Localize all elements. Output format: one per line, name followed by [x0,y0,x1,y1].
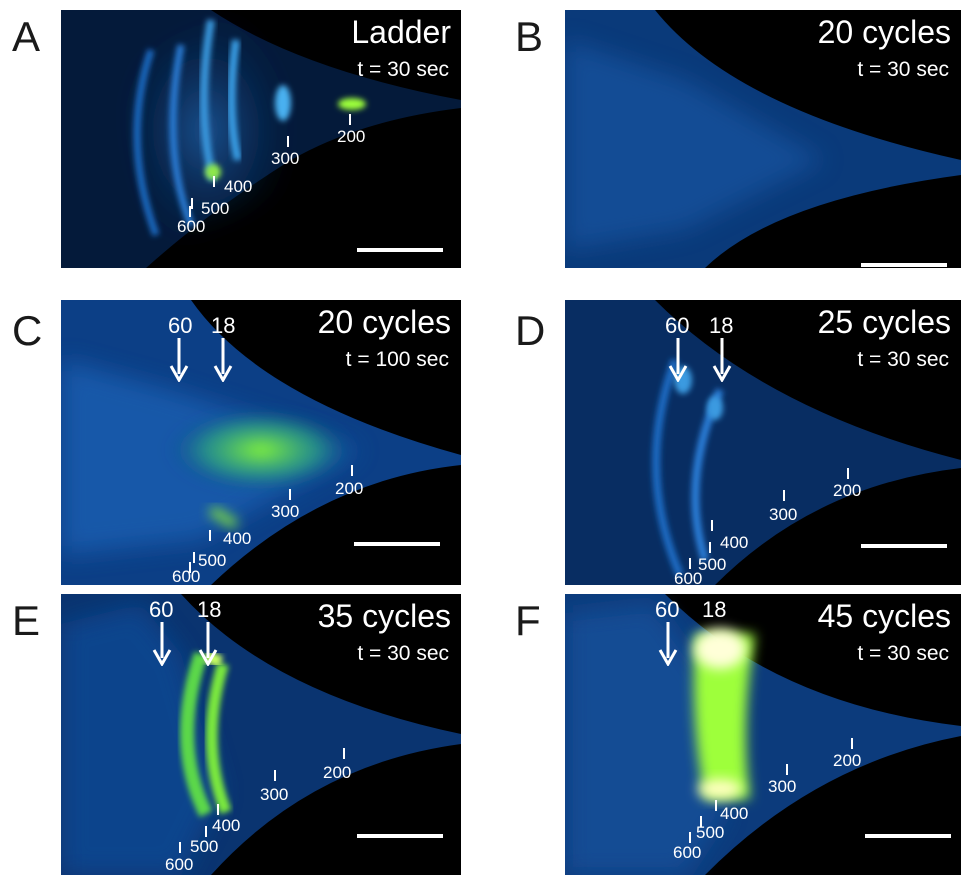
panel-b-time: t = 30 sec [857,58,949,81]
size-marker-400: 400 [212,816,241,835]
scale-bar [865,834,951,838]
down-arrow-icon [198,622,218,666]
size-marker-400: 400 [223,529,252,548]
panel-a-image: Ladder t = 30 sec 200 300 400 500 600 [61,10,461,268]
panel-d-letter: D [515,307,546,354]
scale-bar [357,248,443,252]
size-marker-300: 300 [260,785,289,804]
size-marker-500: 500 [698,555,727,574]
size-marker-300: 300 [769,505,798,524]
arrow-label-60: 60 [655,597,680,622]
scale-bar [357,834,443,838]
panel-f-image: 45 cycles t = 30 sec 60 18 200 300 400 5… [565,594,961,875]
size-marker-600: 600 [177,217,206,236]
arrow-label-18: 18 [709,313,734,338]
down-arrow-icon [658,622,678,666]
scale-bar [354,542,440,546]
panel-d-title: 25 cycles [817,304,951,340]
arrow-label-60: 60 [149,597,174,622]
panel-b-image: 20 cycles t = 30 sec [565,10,961,268]
size-marker-200: 200 [833,481,862,500]
down-arrow-icon [712,338,732,382]
down-arrow-icon [152,622,172,666]
size-marker-200: 200 [833,751,862,770]
size-marker-300: 300 [271,149,300,168]
size-marker-500: 500 [201,199,230,218]
panel-b-letter: B [515,13,544,60]
panel-d-gel-graphic [565,300,961,585]
panel-c-title: 20 cycles [317,304,451,340]
down-arrow-icon [668,338,688,382]
panel-a-time: t = 30 sec [357,58,449,81]
panel-c-image: 20 cycles t = 100 sec 60 18 200 300 400 … [61,300,461,585]
panel-a-title: Ladder [351,14,451,50]
panel-c-gel-graphic [61,300,461,585]
down-arrow-icon [213,338,233,382]
arrow-label-18: 18 [197,597,222,622]
size-marker-600: 600 [673,843,702,862]
size-marker-400: 400 [720,804,749,823]
size-marker-200: 200 [323,763,352,782]
size-marker-400: 400 [224,177,253,196]
size-marker-200: 200 [337,127,366,146]
panel-f-time: t = 30 sec [857,642,949,665]
panel-b-title: 20 cycles [817,14,951,50]
panel-f-letter: F [515,597,541,644]
panel-f-title: 45 cycles [817,598,951,634]
scale-bar [861,263,947,267]
size-marker-600: 600 [674,569,703,585]
panel-e-title: 35 cycles [317,598,451,634]
arrow-label-18: 18 [211,313,236,338]
size-marker-300: 300 [768,777,797,796]
panel-f-gel-graphic [565,594,961,875]
panel-c-letter: C [12,307,43,354]
size-marker-600: 600 [172,567,201,585]
down-arrow-icon [169,338,189,382]
size-marker-500: 500 [198,551,227,570]
panel-e-gel-graphic [61,594,461,875]
panel-a-gel-graphic [61,10,461,268]
arrow-label-18: 18 [702,597,727,622]
scale-bar [861,544,947,548]
panel-a-letter: A [12,13,41,60]
arrow-label-60: 60 [168,313,193,338]
size-marker-600: 600 [165,855,194,874]
panel-d-image: 25 cycles t = 30 sec 60 18 200 300 400 5… [565,300,961,585]
size-marker-300: 300 [271,502,300,521]
arrow-label-60: 60 [665,313,690,338]
panel-e-time: t = 30 sec [357,642,449,665]
panel-e-image: 35 cycles t = 30 sec 60 18 200 300 400 5… [61,594,461,875]
panel-d-time: t = 30 sec [857,348,949,371]
panel-e-letter: E [12,597,41,644]
size-marker-400: 400 [720,533,749,552]
panel-b-gel-graphic [565,10,961,268]
size-marker-500: 500 [696,823,725,842]
panel-c-time: t = 100 sec [345,348,449,371]
size-marker-500: 500 [190,837,219,856]
size-marker-200: 200 [335,479,364,498]
